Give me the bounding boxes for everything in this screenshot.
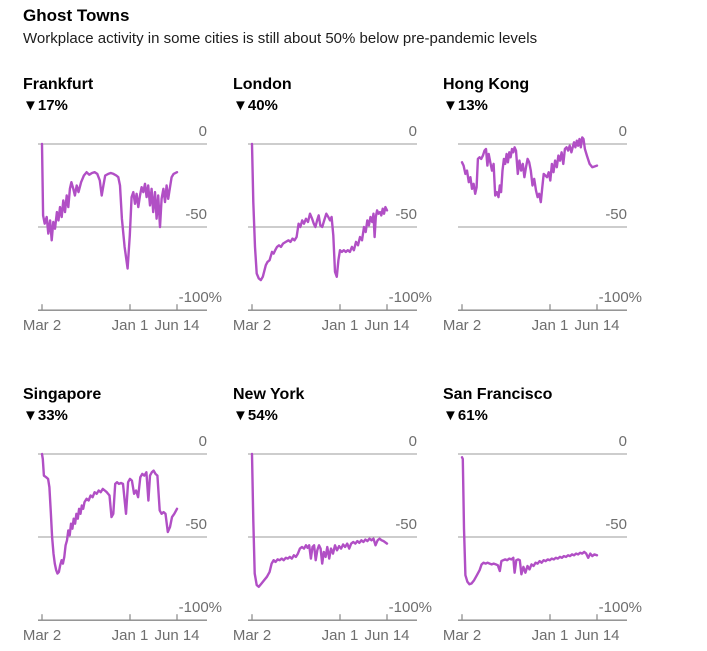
- page-title: Ghost Towns: [23, 6, 130, 25]
- y-axis-label: -50: [395, 206, 417, 223]
- y-axis-label: 0: [198, 123, 207, 140]
- chart-line: [40, 142, 179, 270]
- change-badge: ▼54%: [233, 407, 278, 424]
- y-axis-label: 0: [618, 433, 627, 450]
- x-axis-label: Mar 2: [22, 317, 62, 334]
- plot-area: 0 -50 -100% Mar 2 Jan 1 Jun 14: [233, 123, 432, 334]
- change-badge: ▼40%: [233, 97, 278, 114]
- page-subtitle: Workplace activity in some cities is sti…: [23, 30, 538, 47]
- x-axis-label: Jan 1: [531, 627, 569, 644]
- chart-canvas: [38, 452, 207, 621]
- city-name: Frankfurt: [23, 76, 94, 93]
- x-axis-label: Jun 14: [154, 317, 200, 334]
- y-axis-label: -50: [395, 516, 417, 533]
- y-axis-label: -50: [605, 516, 627, 533]
- panel-frankfurt: Frankfurt ▼17% 0 -50 -100% Mar 2 Jan 1 Jun 14: [23, 76, 228, 381]
- y-axis-label: -100%: [388, 599, 432, 616]
- change-badge: ▼17%: [23, 97, 68, 114]
- y-axis-label: 0: [198, 433, 207, 450]
- y-axis-label: -100%: [388, 289, 432, 306]
- plot-area: 0 -50 -100% Mar 2 Jan 1 Jun 14: [443, 123, 642, 334]
- city-name: Singapore: [23, 386, 102, 403]
- plot-area: 0 -50 -100% Mar 2 Jan 1 Jun 14: [23, 123, 222, 334]
- panel-london: London ▼40% 0 -50 -100% Mar 2 Jan 1 Jun 14: [233, 76, 438, 381]
- y-axis-label: -50: [605, 206, 627, 223]
- change-badge: ▼33%: [23, 407, 68, 424]
- y-axis-label: -100%: [178, 289, 222, 306]
- chart-line: [460, 456, 599, 586]
- x-axis-label: Mar 2: [232, 627, 272, 644]
- x-axis-label: Jun 14: [574, 627, 620, 644]
- city-name: London: [233, 76, 292, 93]
- x-axis-label: Jun 14: [364, 317, 410, 334]
- panel-singapore: Singapore ▼33% 0 -50 -100% Mar 2 Jan 1 Jun 14: [23, 386, 228, 651]
- chart-line: [40, 452, 179, 575]
- y-axis-label: 0: [618, 123, 627, 140]
- city-name: Hong Kong: [443, 76, 530, 93]
- y-axis-label: -100%: [178, 599, 222, 616]
- x-axis-label: Jan 1: [531, 317, 569, 334]
- x-axis-label: Mar 2: [442, 627, 482, 644]
- x-axis-label: Jun 14: [364, 627, 410, 644]
- x-axis-label: Jan 1: [321, 627, 359, 644]
- y-axis-label: 0: [408, 433, 417, 450]
- x-axis-label: Jun 14: [154, 627, 200, 644]
- change-badge: ▼61%: [443, 407, 488, 424]
- y-axis-label: -50: [185, 516, 207, 533]
- plot-area: 0 -50 -100% Mar 2 Jan 1 Jun 14: [23, 433, 222, 644]
- y-axis-label: 0: [408, 123, 417, 140]
- x-axis-label: Jan 1: [111, 317, 149, 334]
- change-badge: ▼13%: [443, 97, 488, 114]
- chart-line: [250, 142, 389, 282]
- x-axis-label: Mar 2: [442, 317, 482, 334]
- plot-area: 0 -50 -100% Mar 2 Jan 1 Jun 14: [233, 433, 432, 644]
- chart-canvas: [38, 142, 207, 311]
- x-axis-label: Jan 1: [321, 317, 359, 334]
- city-name: San Francisco: [443, 386, 553, 403]
- x-axis-label: Jan 1: [111, 627, 149, 644]
- chart-canvas: [458, 136, 627, 311]
- y-axis-label: -50: [185, 206, 207, 223]
- chart-canvas: [248, 452, 417, 621]
- chart-canvas: [248, 142, 417, 311]
- panel-san-francisco: San Francisco ▼61% 0 -50 -100% Mar 2 Jan 1 Jun …: [443, 386, 648, 651]
- city-name: New York: [233, 386, 305, 403]
- x-axis-label: Mar 2: [232, 317, 272, 334]
- x-axis-label: Mar 2: [22, 627, 62, 644]
- panel-hong-kong: Hong Kong ▼13% 0 -50 -100% Mar 2 Jan 1 Jun 14: [443, 76, 648, 381]
- y-axis-label: -100%: [598, 599, 642, 616]
- panel-new-york: New York ▼54% 0 -50 -100% Mar 2 Jan 1 Jun 14: [233, 386, 438, 651]
- y-axis-label: -100%: [598, 289, 642, 306]
- chart-line: [250, 452, 389, 588]
- chart-canvas: [458, 453, 627, 621]
- x-axis-label: Jun 14: [574, 317, 620, 334]
- plot-area: 0 -50 -100% Mar 2 Jan 1 Jun 14: [443, 433, 642, 644]
- chart-line: [460, 136, 599, 204]
